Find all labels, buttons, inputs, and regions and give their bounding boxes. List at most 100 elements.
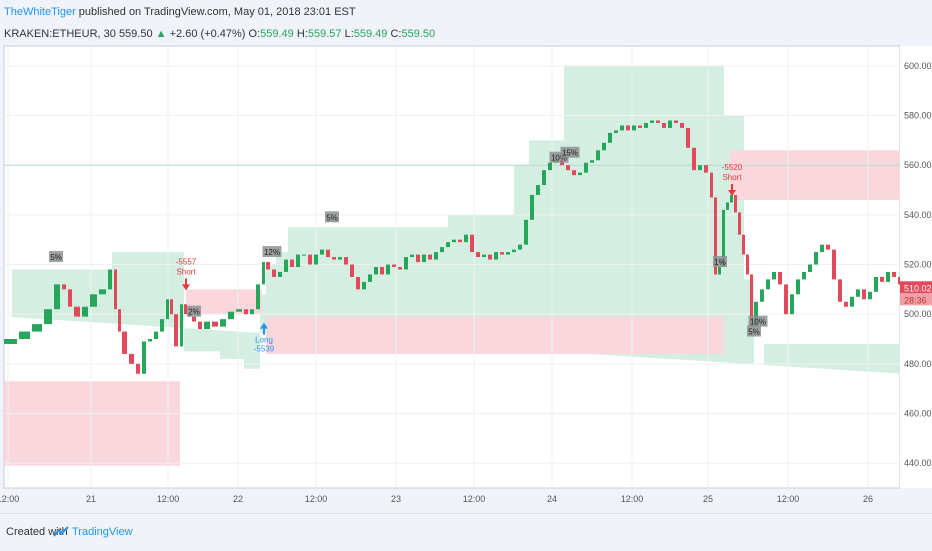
candle-35 [244,309,248,315]
candle-25 [180,304,183,347]
candle-129 [784,284,788,315]
candle-98 [620,125,624,131]
candle-11 [99,289,106,295]
candle-5 [54,284,60,310]
symbol-name: KRAKEN:ETHEUR, 30 [4,28,116,40]
candle-71 [458,239,462,243]
signal-label-2: Short [722,173,742,182]
candle-77 [494,252,498,260]
candle-130 [790,294,794,315]
candle-43 [290,259,294,267]
percent-box-7 [748,315,768,327]
countdown-box [900,293,932,306]
candle-21 [160,319,164,332]
candle-31 [212,321,218,327]
percent-label-5: 15% [562,149,578,158]
candle-12 [108,269,112,290]
candle-108 [680,122,684,128]
y-tick-label-3: 500.00 [904,309,932,319]
percent-label-3: 5% [326,213,338,222]
x-tick-label-0: 12:00 [0,494,19,504]
candle-41 [278,271,282,277]
candle-51 [338,257,342,260]
x-tick-label-4: 12:00 [305,494,328,504]
percent-label-6: 1% [714,258,726,267]
x-tick-label-3: 22 [233,494,243,504]
candle-104 [656,120,660,123]
percent-box-0 [49,251,63,263]
price-chart[interactable]: -5557ShortLong-5539-5520Short5%2%12%5%10… [0,0,932,513]
candle-125 [760,289,764,302]
candle-17 [136,363,140,374]
candle-146 [886,271,890,282]
candle-24 [174,314,178,347]
x-tick-label-2: 12:00 [157,494,180,504]
candle-48 [320,249,324,255]
candle-103 [650,120,654,123]
tradingview-logo-icon[interactable] [53,525,69,539]
author-link[interactable]: TheWhiteTiger [4,6,76,18]
price-axis[interactable] [900,46,932,488]
candle-132 [802,271,806,280]
x-tick-label-11: 26 [863,494,873,504]
candle-141 [856,289,860,297]
long-arrow-icon-1 [260,322,268,335]
candle-20 [154,331,158,340]
candle-61 [398,267,402,270]
candle-75 [482,254,486,258]
candle-64 [416,254,420,263]
y-tick-label-2: 480.00 [904,359,932,369]
candle-92 [584,162,588,173]
candle-85 [542,170,546,186]
candle-123 [750,274,753,327]
candle-65 [422,254,426,263]
candle-72 [464,234,468,243]
percent-label-2: 12% [264,248,280,257]
candle-117 [726,202,729,210]
high-value: 559.57 [307,28,342,40]
candle-33 [228,311,234,320]
candle-101 [638,125,642,128]
x-axis: 12:00 21 12:00 22 12:00 23 12:00 24 12:00 25 12:00… [0,494,873,504]
candle-112 [704,165,708,173]
candle-59 [386,264,390,275]
candle-121 [742,234,745,255]
open-label: O: [248,28,261,40]
y-axis: 440.00 460.00 480.00 500.00 520.00 540.00 560.… [900,61,932,468]
candle-126 [766,279,770,290]
candle-47 [314,254,318,265]
candle-56 [368,274,372,282]
candle-91 [578,172,582,176]
candle-140 [850,296,854,307]
percent-box-8 [747,325,761,337]
candle-109 [686,127,690,148]
candle-38 [262,262,265,285]
red-zone-2 [266,316,724,354]
published-text: published on TradingView.com, May 01, 20… [75,6,356,18]
candle-44 [296,254,300,267]
percent-label-0: 5% [50,253,62,262]
low-label: L: [344,28,354,40]
candle-76 [488,254,492,260]
signal-price-1: -5539 [254,345,275,354]
red-zone-0 [4,381,180,466]
candle-37 [256,284,260,310]
candle-93 [590,160,594,163]
candle-69 [446,242,450,248]
candle-119 [734,194,737,213]
candle-2 [19,331,30,340]
candle-107 [674,120,678,123]
x-tick-label-6: 12:00 [463,494,486,504]
candle-131 [796,279,800,295]
candle-14 [118,309,121,332]
zones [4,65,902,466]
tradingview-brand-link[interactable]: TradingView [72,526,133,538]
candle-10 [90,294,97,307]
candle-96 [608,132,612,143]
candle-82 [524,219,528,245]
current-price-label: 510.02 [904,283,932,293]
candle-122 [746,254,749,275]
candle-28 [192,316,196,322]
candle-26 [184,304,187,315]
candle-18 [142,341,146,374]
